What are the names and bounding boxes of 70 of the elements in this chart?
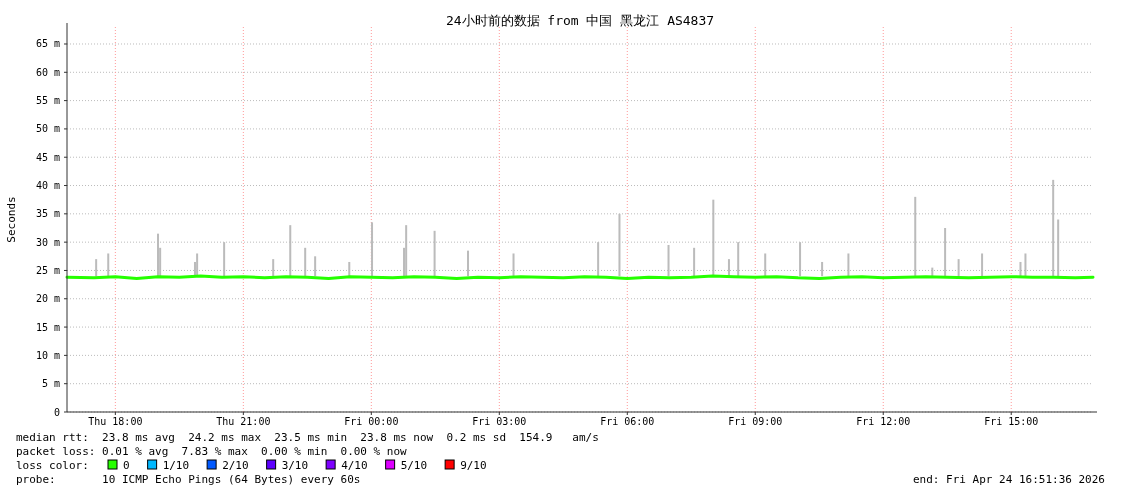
y-tick-label: 50 m — [35, 123, 60, 135]
bar — [737, 242, 740, 277]
bar — [405, 225, 408, 277]
bar — [799, 242, 802, 277]
y-tick-label: 20 m — [35, 293, 60, 305]
text: probe: 10 ICMP Echo Pings (64 Bytes) every 60s — [16, 473, 361, 486]
bar — [727, 259, 730, 277]
y-axis-title: Seconds — [5, 196, 18, 243]
bar — [1052, 179, 1055, 277]
bar — [847, 253, 850, 277]
y-tick-label: 55 m — [35, 95, 60, 107]
legend-label: 2/10 — [222, 459, 249, 472]
y-tick-label: 65 m — [35, 38, 60, 50]
legend-label: 3/10 — [281, 459, 309, 472]
y-tick-label: 0 — [53, 406, 60, 418]
text: end: Fri Apr 24 16:51:36 2026 — [912, 473, 1105, 486]
y-tick-label: 40 m — [35, 180, 60, 192]
y-tick-label: 45 m — [35, 151, 60, 163]
bar — [597, 242, 600, 277]
bar — [821, 261, 824, 277]
y-tick-label: 15 m — [35, 321, 60, 333]
legend-label: 0 — [123, 459, 130, 472]
bar — [1019, 261, 1022, 277]
bar — [95, 259, 98, 277]
y-tick-label: 30 m — [35, 236, 60, 248]
bar — [981, 253, 984, 277]
bar — [348, 261, 351, 277]
legend-label: 9/10 — [460, 459, 487, 472]
bar — [433, 230, 436, 277]
bar — [467, 250, 470, 277]
x-tick-label: Fri 06:00 — [600, 416, 655, 427]
bar — [223, 242, 226, 277]
bar — [314, 256, 317, 277]
chart-title: 24小时前的数据 from 中国 黑龙江 AS4837 — [445, 13, 715, 28]
bar — [371, 222, 374, 277]
x-tick-label: Fri 00:00 — [344, 416, 399, 427]
text: median rtt: 23.8 ms avg 24.2 ms max 23.5 ms min 23.8 ms now 0.2 ms sd 154.9 am/s — [16, 431, 599, 444]
bar — [667, 244, 670, 277]
bar — [107, 253, 110, 277]
bar — [289, 225, 292, 277]
bar — [764, 253, 767, 277]
bar — [157, 233, 160, 277]
legend-label: 1/10 — [162, 459, 190, 472]
legend-title: loss color: — [16, 459, 89, 472]
bar — [914, 196, 917, 277]
bar — [304, 247, 307, 277]
x-tick-label: Thu 21:00 — [216, 416, 271, 427]
bar — [957, 259, 960, 277]
bar — [618, 213, 621, 277]
bar — [196, 253, 199, 277]
x-tick-label: Thu 18:00 — [88, 416, 143, 427]
y-tick-label: 60 m — [35, 66, 60, 78]
bar — [693, 247, 696, 277]
x-tick-label: Fri 03:00 — [472, 416, 527, 427]
bar — [712, 199, 715, 277]
legend-label: 5/10 — [400, 459, 428, 472]
text: packet loss: 0.01 % avg 7.83 % max 0.00 % min 0.00 % now — [16, 445, 408, 458]
bar — [512, 253, 515, 277]
legend-label: 4/10 — [341, 459, 368, 472]
x-tick-label: Fri 15:00 — [984, 416, 1039, 427]
x-tick-label: Fri 09:00 — [728, 416, 783, 427]
y-tick-label: 5 m — [41, 378, 60, 390]
y-tick-label: 35 m — [35, 208, 60, 220]
y-tick-label: 10 m — [35, 349, 60, 361]
bar — [1057, 219, 1060, 277]
bar — [1024, 253, 1027, 277]
bar — [944, 227, 947, 277]
x-tick-label: Fri 12:00 — [856, 416, 911, 427]
bar — [272, 259, 275, 277]
y-tick-label: 25 m — [35, 264, 60, 276]
